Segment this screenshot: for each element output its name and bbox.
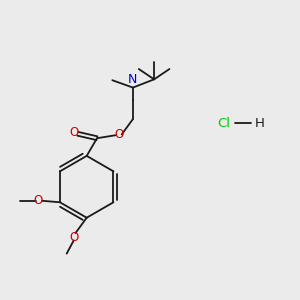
Text: Cl: Cl (217, 117, 230, 130)
Text: O: O (115, 128, 124, 141)
Text: O: O (34, 194, 43, 207)
Text: O: O (70, 231, 79, 244)
Text: O: O (70, 126, 79, 140)
Text: N: N (128, 73, 138, 86)
Text: H: H (255, 117, 265, 130)
